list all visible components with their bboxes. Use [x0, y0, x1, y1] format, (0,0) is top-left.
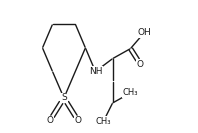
- Text: O: O: [46, 116, 53, 125]
- Text: O: O: [137, 60, 144, 69]
- Text: NH: NH: [89, 67, 102, 76]
- Text: S: S: [61, 93, 67, 102]
- Text: OH: OH: [137, 28, 151, 37]
- Text: O: O: [75, 116, 82, 125]
- Text: CH₃: CH₃: [96, 117, 111, 126]
- Text: CH₃: CH₃: [123, 88, 138, 97]
